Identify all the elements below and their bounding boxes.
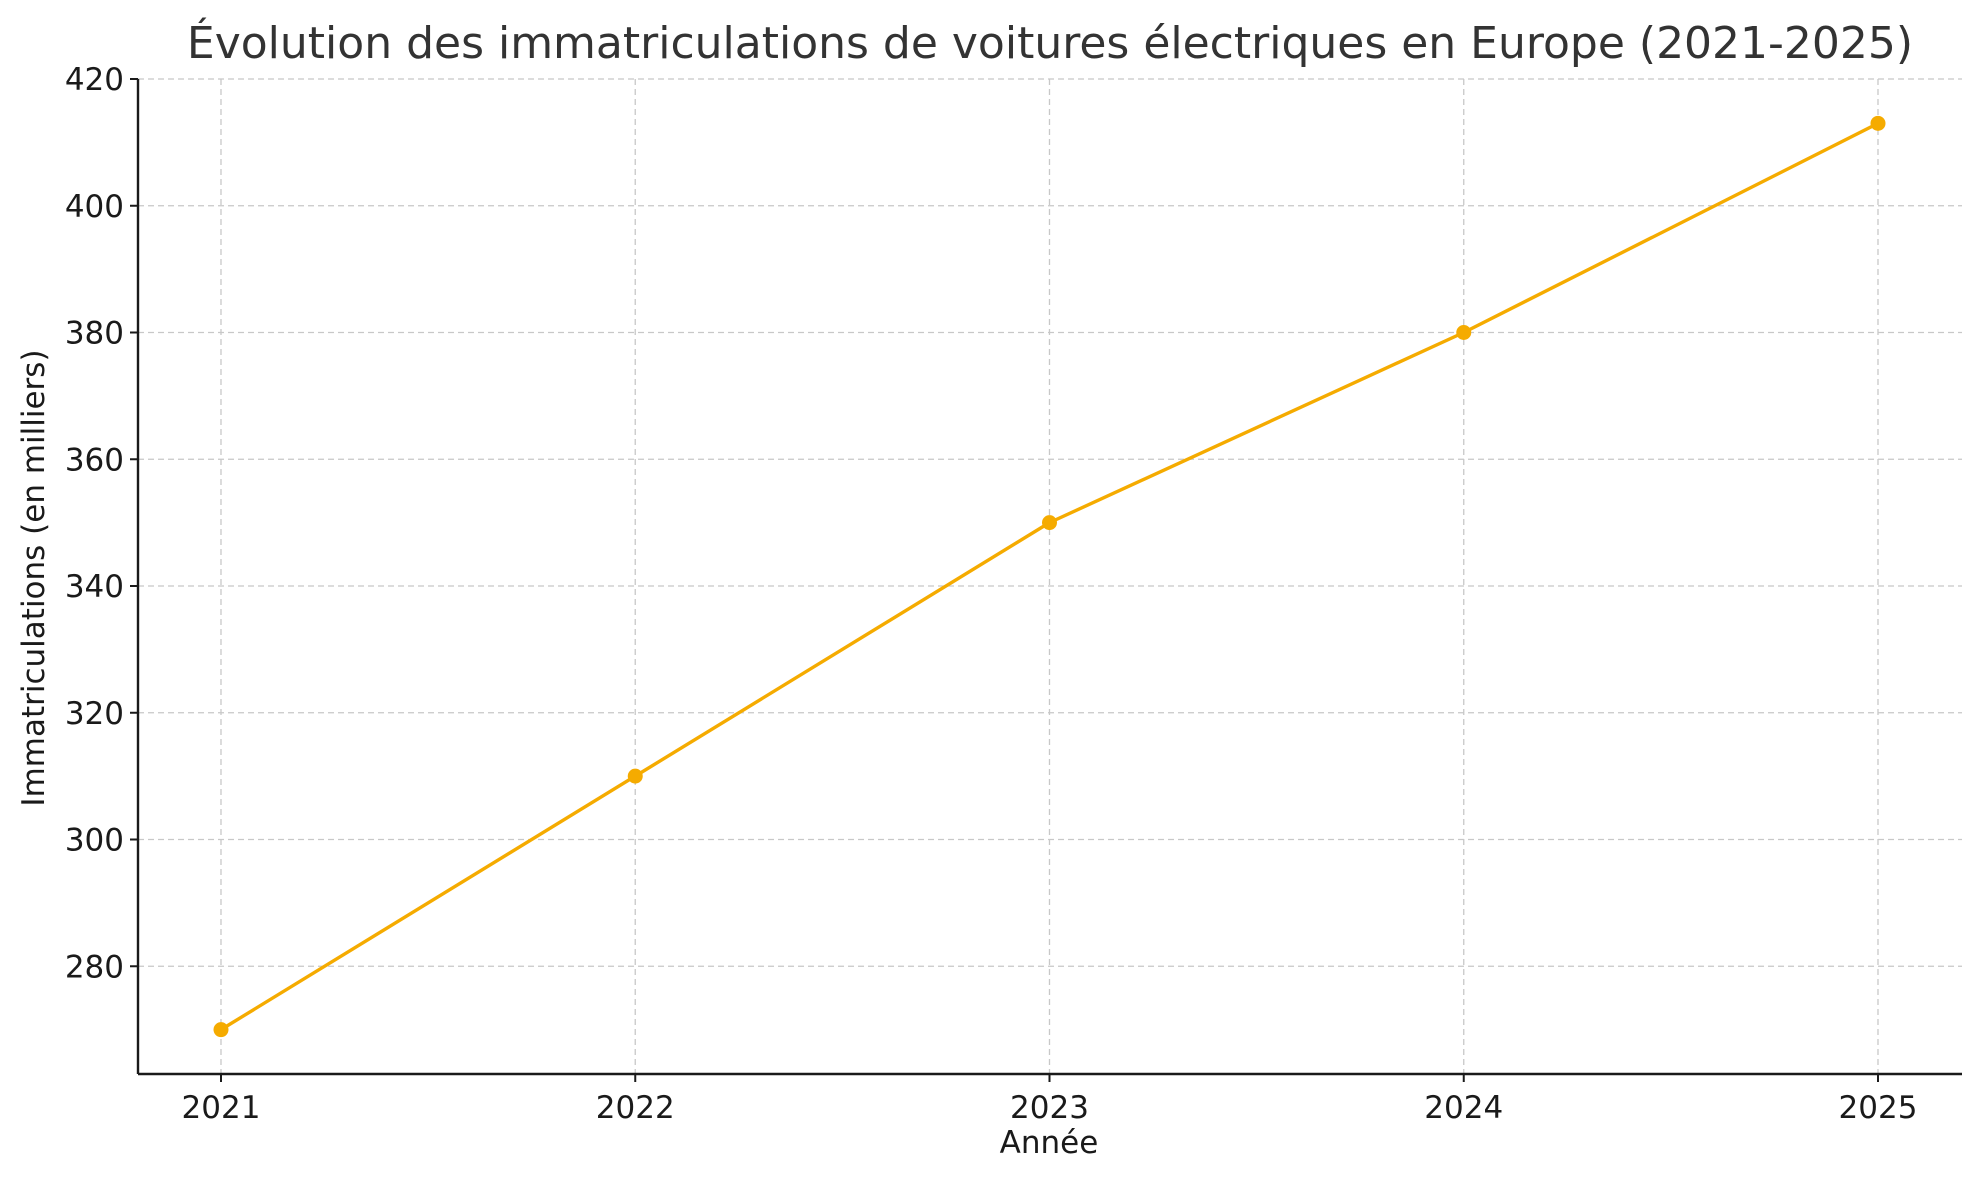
ticks: 280 300 320 340 360 380 400 420 2021 2022 2023 2024… xyxy=(65,62,1918,1126)
y-tick-label: 320 xyxy=(65,696,124,732)
x-tick-label: 2023 xyxy=(1010,1090,1089,1126)
y-tick-label: 300 xyxy=(65,823,124,859)
y-tick-label: 280 xyxy=(65,949,124,985)
x-axis-label: Année xyxy=(1000,1125,1099,1161)
series xyxy=(213,115,1886,1038)
x-tick-label: 2025 xyxy=(1839,1090,1918,1126)
grid xyxy=(138,78,1962,1074)
y-axis-label: Immatriculations (en milliers) xyxy=(16,349,52,806)
data-point xyxy=(1870,115,1886,131)
data-point xyxy=(1042,515,1057,531)
y-tick-label: 400 xyxy=(65,189,124,225)
chart-title: Évolution des immatriculations de voitur… xyxy=(187,16,1913,69)
data-point xyxy=(213,1022,229,1038)
y-tick-label: 360 xyxy=(65,442,124,478)
x-tick-label: 2024 xyxy=(1424,1090,1503,1126)
y-tick-label: 380 xyxy=(65,316,124,352)
y-tick-label: 420 xyxy=(65,62,124,98)
x-tick-label: 2022 xyxy=(596,1090,675,1126)
y-tick-label: 340 xyxy=(65,569,124,605)
data-point xyxy=(1456,325,1472,341)
data-point xyxy=(627,768,643,784)
x-tick-label: 2021 xyxy=(182,1090,261,1126)
